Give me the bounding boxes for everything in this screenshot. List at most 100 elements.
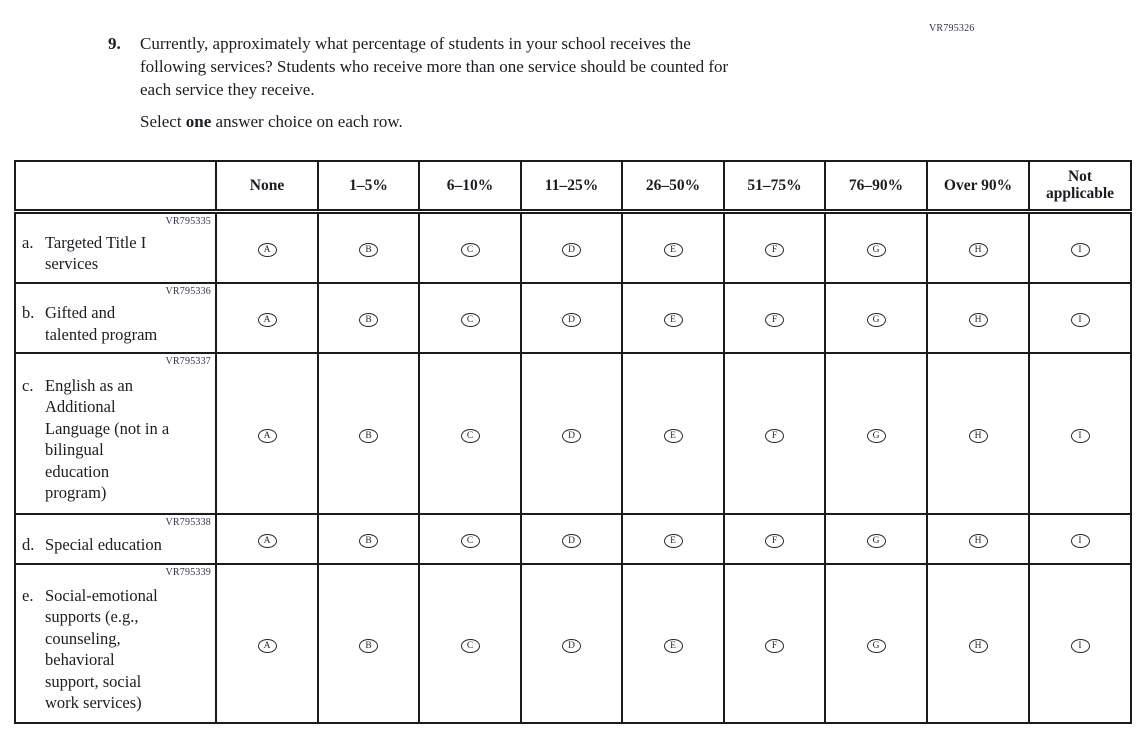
answer-cell: D [520, 352, 623, 515]
answer-bubble[interactable]: E [663, 534, 683, 548]
answer-cell: D [520, 513, 623, 565]
row-code: VR795339 [165, 567, 211, 578]
answer-cell: C [418, 210, 522, 284]
answer-bubble[interactable]: H [968, 428, 988, 443]
column-header: 26–50% [621, 160, 725, 214]
answer-bubble[interactable]: F [765, 428, 784, 443]
column-header: None [215, 160, 319, 214]
answer-cell: E [621, 210, 725, 284]
answer-bubble[interactable]: E [663, 638, 683, 653]
row-code: VR795338 [165, 517, 211, 528]
answer-bubble[interactable]: G [866, 534, 886, 548]
answer-cell: B [317, 352, 420, 515]
answer-cell: B [317, 282, 420, 354]
answer-cell: D [520, 563, 623, 724]
answer-cell: B [317, 210, 420, 284]
row-label: English as an Additional Language (not i… [45, 375, 170, 503]
answer-cell: H [926, 352, 1030, 515]
answer-bubble[interactable]: H [968, 638, 988, 653]
answer-cell: F [723, 513, 826, 565]
row-marker: a. [22, 232, 34, 252]
answer-cell: H [926, 563, 1030, 724]
answer-bubble[interactable]: B [359, 638, 378, 653]
answer-cell: C [418, 563, 522, 724]
answer-cell: G [824, 513, 928, 565]
answer-cell: C [418, 282, 522, 354]
answer-cell: A [215, 513, 319, 565]
answer-cell: F [723, 563, 826, 724]
answer-bubble[interactable]: H [968, 534, 988, 548]
answer-bubble[interactable]: E [663, 313, 683, 327]
answer-bubble[interactable]: G [866, 638, 886, 653]
answer-bubble[interactable]: D [562, 534, 581, 548]
row-label-column-header [14, 160, 217, 214]
answer-bubble[interactable]: G [866, 313, 886, 327]
answer-cell: G [824, 563, 928, 724]
answer-bubble[interactable]: B [359, 428, 378, 443]
answer-bubble[interactable]: C [460, 428, 480, 443]
answer-bubble[interactable]: I [1070, 428, 1090, 443]
answer-bubble[interactable]: I [1070, 242, 1090, 257]
table-row: VR795336 b. Gifted and talented program A B C… [14, 282, 1132, 354]
row-label: Special education [45, 534, 162, 554]
answer-bubble[interactable]: I [1070, 534, 1090, 548]
answer-cell: G [824, 210, 928, 284]
answer-cell: D [520, 210, 623, 284]
answer-bubble[interactable]: B [359, 242, 378, 257]
question-text: Currently, approximately what percentage… [140, 34, 729, 99]
answer-bubble[interactable]: C [460, 242, 480, 257]
table-row: VR795335 a. Targeted Title I services A B C D E… [14, 210, 1132, 284]
answer-bubble[interactable]: A [257, 534, 277, 548]
answer-bubble[interactable]: G [866, 428, 886, 443]
answer-bubble[interactable]: C [460, 638, 480, 653]
answer-cell: A [215, 563, 319, 724]
table-row: VR795337 c. English as an Additional Langu… [14, 352, 1132, 515]
answer-bubble[interactable]: A [257, 313, 277, 327]
header-row: None 1–5% 6–10% 11–25% 26–50% 51–75% 76–90% Ove… [14, 160, 1132, 214]
answer-bubble[interactable]: E [663, 428, 683, 443]
column-header: Over 90% [926, 160, 1030, 214]
answer-bubble[interactable]: C [460, 313, 480, 327]
answer-bubble[interactable]: D [562, 313, 581, 327]
answer-bubble[interactable]: D [562, 638, 581, 653]
row-label-cell: VR795336 b. Gifted and talented program [14, 282, 217, 354]
answer-cell: E [621, 352, 725, 515]
answer-bubble[interactable]: E [663, 242, 683, 257]
answer-bubble[interactable]: G [866, 242, 886, 257]
table-row: VR795339 e. Social-emotional supports (e.g… [14, 563, 1132, 724]
row-code: VR795336 [165, 286, 211, 297]
row-code: VR795335 [165, 215, 211, 227]
row-code: VR795337 [165, 356, 211, 367]
answer-bubble[interactable]: B [359, 313, 378, 327]
answer-cell: A [215, 282, 319, 354]
answer-cell: I [1028, 282, 1132, 354]
column-header: 51–75% [723, 160, 826, 214]
answer-cell: E [621, 282, 725, 354]
answer-bubble[interactable]: D [562, 428, 581, 443]
answer-cell: D [520, 282, 623, 354]
answer-bubble[interactable]: F [765, 534, 784, 548]
answer-bubble[interactable]: A [257, 242, 277, 257]
answer-bubble[interactable]: C [460, 534, 480, 548]
answer-bubble[interactable]: A [257, 428, 277, 443]
answer-bubble[interactable]: A [257, 638, 277, 653]
table-row: VR795338 d. Special education A B C D E F G H I [14, 513, 1132, 565]
answer-bubble[interactable]: I [1070, 313, 1090, 327]
row-label: Targeted Title I services [45, 232, 147, 274]
row-marker: c. [22, 375, 34, 395]
answer-bubble[interactable]: H [968, 313, 988, 327]
answer-cell: I [1028, 352, 1132, 515]
answer-bubble[interactable]: F [765, 638, 784, 653]
answer-bubble[interactable]: B [359, 534, 378, 548]
answer-cell: B [317, 563, 420, 724]
answer-bubble[interactable]: F [765, 242, 784, 257]
row-label: Gifted and talented program [45, 303, 158, 344]
answer-bubble[interactable]: D [562, 242, 581, 257]
answer-cell: I [1028, 563, 1132, 724]
instruction-bold: one [185, 112, 212, 131]
answer-bubble[interactable]: F [765, 313, 784, 327]
answer-bubble[interactable]: I [1070, 638, 1090, 653]
answer-bubble[interactable]: H [968, 242, 988, 257]
column-header: 11–25% [520, 160, 623, 214]
